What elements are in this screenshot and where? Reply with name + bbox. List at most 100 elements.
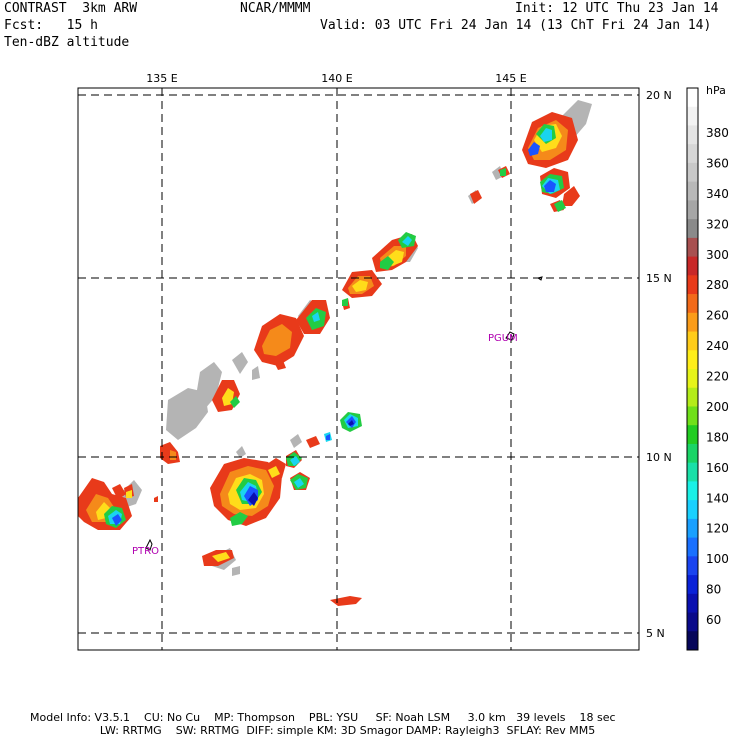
lat-label-5: 5 N bbox=[646, 627, 665, 640]
colorbar-swatch bbox=[687, 537, 698, 557]
colorbar-swatch bbox=[687, 631, 698, 651]
forecast-hour: Fcst: 15 h bbox=[4, 18, 98, 33]
echo-blue-core bbox=[544, 180, 556, 192]
echo-green bbox=[230, 396, 240, 408]
colorbar-swatch bbox=[687, 144, 698, 164]
colorbar-label: 160 bbox=[706, 461, 729, 475]
echo-red bbox=[470, 190, 482, 204]
colorbar-swatch bbox=[687, 556, 698, 576]
colorbar-swatch bbox=[687, 237, 698, 257]
colorbar-swatch bbox=[687, 500, 698, 520]
echo-grey bbox=[232, 352, 248, 374]
echo-green bbox=[230, 512, 248, 526]
colorbar-label: 320 bbox=[706, 217, 729, 231]
init-time: Init: 12 UTC Thu 23 Jan 14 bbox=[515, 1, 719, 16]
lat-label-10: 10 N bbox=[646, 451, 672, 464]
echo-grey bbox=[252, 366, 260, 380]
echo-red bbox=[562, 186, 580, 206]
echo-blue-core bbox=[326, 434, 330, 440]
echo-green bbox=[342, 298, 348, 306]
colorbar-swatch bbox=[687, 312, 698, 332]
echo-green bbox=[554, 200, 566, 212]
echo-blue-core bbox=[528, 142, 540, 156]
echo-yellow bbox=[268, 466, 280, 478]
echo-grey bbox=[196, 362, 222, 410]
colorbar-label: 220 bbox=[706, 370, 729, 384]
colorbar-swatch bbox=[687, 387, 698, 407]
echo-yellow bbox=[352, 280, 368, 292]
lat-label-20: 20 N bbox=[646, 89, 672, 102]
coastlines bbox=[145, 276, 543, 551]
colorbar-unit: hPa bbox=[706, 84, 726, 97]
valid-time: Valid: 03 UTC Fri 24 Jan 14 (13 ChT Fri … bbox=[320, 18, 712, 33]
model-info-line2: LW: RRTMG SW: RRTMG DIFF: simple KM: 3D … bbox=[30, 724, 596, 737]
colorbar-swatch bbox=[687, 518, 698, 538]
coastline-palau bbox=[145, 538, 153, 551]
colorbar-labels: 380 360 340 320 300 280 260 240 220 200 180 160 140 1… bbox=[706, 126, 729, 627]
colorbar-swatch bbox=[687, 612, 698, 632]
colorbar-swatch bbox=[687, 593, 698, 613]
colorbar-swatch bbox=[687, 275, 698, 295]
echo-cyan bbox=[290, 456, 300, 466]
lon-label-135: 135 E bbox=[146, 72, 177, 85]
colorbar-swatch bbox=[687, 256, 698, 276]
colorbar-swatch bbox=[687, 181, 698, 201]
colorbar-label: 200 bbox=[706, 400, 729, 414]
lat-lon-grid bbox=[78, 88, 639, 650]
colorbar-swatch bbox=[687, 406, 698, 426]
model-title: CONTRAST 3km ARW bbox=[4, 1, 138, 16]
echo-cyan bbox=[312, 312, 320, 322]
colorbar-swatch bbox=[687, 443, 698, 464]
station-label-pgum: PGUM bbox=[488, 333, 518, 344]
colorbar-label: 80 bbox=[706, 583, 721, 597]
echo-grey bbox=[166, 388, 208, 440]
coastline-guam bbox=[505, 331, 515, 341]
echo-orange bbox=[262, 324, 292, 356]
colorbar-label: 120 bbox=[706, 522, 729, 536]
colorbar-swatch bbox=[687, 294, 698, 314]
colorbar-swatch bbox=[687, 462, 698, 482]
colorbar-swatch bbox=[687, 200, 698, 220]
map-frame bbox=[77, 87, 640, 651]
echo-green bbox=[380, 256, 394, 270]
colorbar-swatch bbox=[687, 350, 698, 370]
echo-yellow bbox=[212, 552, 230, 562]
lat-label-15: 15 N bbox=[646, 272, 672, 285]
colorbar-frame bbox=[686, 87, 699, 651]
lon-label-140: 140 E bbox=[321, 72, 352, 85]
colorbar-label: 380 bbox=[706, 126, 729, 140]
colorbar-label: 140 bbox=[706, 491, 729, 505]
colorbar bbox=[686, 87, 699, 651]
colorbar-swatch bbox=[687, 162, 698, 183]
echo-red bbox=[330, 596, 362, 606]
colorbar-swatch bbox=[687, 88, 698, 108]
colorbar-label: 260 bbox=[706, 309, 729, 323]
reflectivity-echoes bbox=[78, 100, 592, 606]
echo-red bbox=[274, 358, 286, 370]
colorbar-swatch bbox=[687, 106, 698, 126]
colorbar-swatch bbox=[687, 219, 698, 239]
colorbar-swatch bbox=[687, 369, 698, 389]
colorbar-label: 300 bbox=[706, 248, 729, 262]
echo-cyan bbox=[294, 478, 304, 488]
echo-cyan bbox=[402, 236, 412, 246]
colorbar-swatch bbox=[687, 575, 698, 595]
field-name: Ten-dBZ altitude bbox=[4, 35, 130, 50]
colorbar-label: 100 bbox=[706, 552, 729, 566]
lon-label-145: 145 E bbox=[495, 72, 526, 85]
echo-red bbox=[154, 496, 158, 502]
colorbar-label: 240 bbox=[706, 339, 729, 353]
colorbar-label: 180 bbox=[706, 430, 729, 444]
echo-darkblue-core bbox=[348, 420, 354, 426]
model-info-line1: Model Info: V3.5.1 CU: No Cu MP: Thompso… bbox=[30, 711, 616, 724]
echo-grey bbox=[232, 566, 240, 576]
echo-red bbox=[112, 484, 126, 500]
echo-cyan bbox=[540, 128, 552, 142]
colorbar-swatch bbox=[687, 481, 698, 501]
echo-grey bbox=[290, 434, 302, 448]
echo-green bbox=[500, 168, 506, 176]
colorbar-swatch bbox=[687, 331, 698, 351]
echo-blue-core bbox=[112, 514, 122, 526]
colorbar-label: 280 bbox=[706, 278, 729, 292]
